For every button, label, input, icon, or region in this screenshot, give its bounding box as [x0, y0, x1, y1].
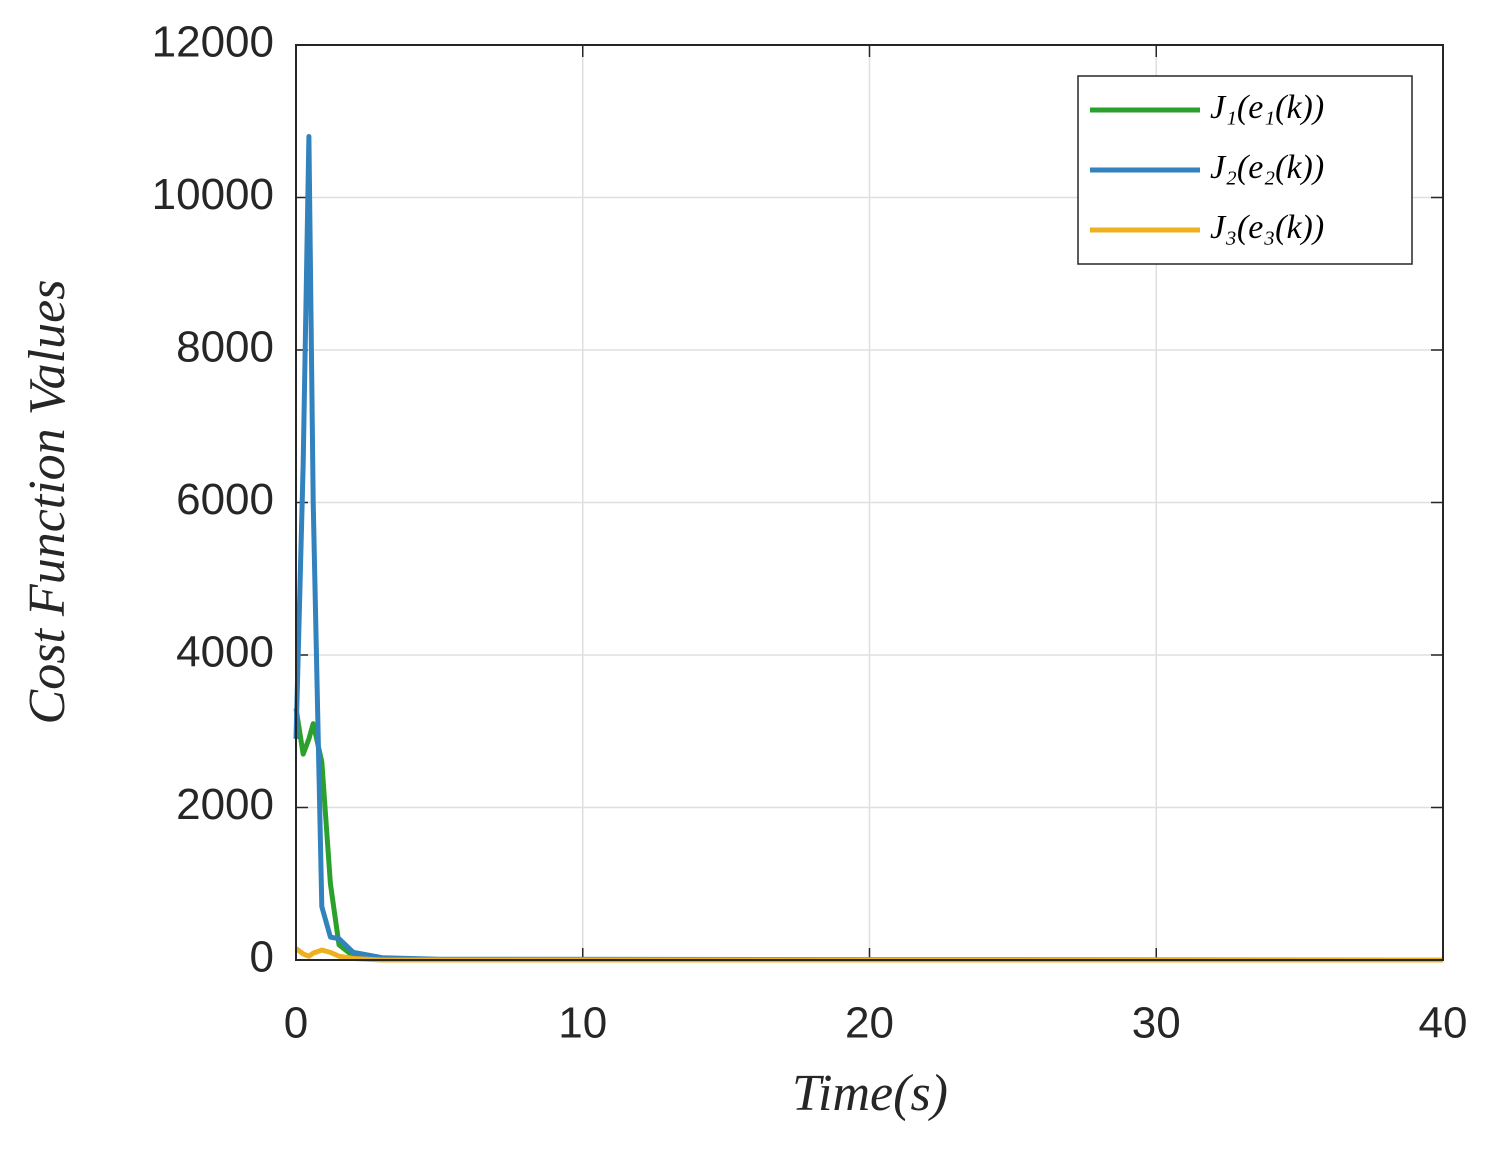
y-axis-label: Cost Function Values — [19, 280, 76, 725]
y-tick-label: 2000 — [176, 780, 274, 829]
x-tick-label: 20 — [845, 999, 894, 1048]
y-tick-label: 4000 — [176, 628, 274, 677]
y-tick-label: 6000 — [176, 475, 274, 524]
x-axis-label: Time(s) — [792, 1065, 948, 1122]
legend-label: J₁(e₁(k)) — [1210, 89, 1324, 126]
x-tick-label: 0 — [284, 999, 308, 1048]
x-tick-label: 30 — [1132, 999, 1181, 1048]
y-tick-label: 0 — [250, 933, 274, 982]
legend-label: J₃(e₃(k)) — [1210, 209, 1324, 246]
y-tick-label: 12000 — [152, 18, 274, 67]
y-tick-label: 8000 — [176, 323, 274, 372]
y-tick-label: 10000 — [152, 170, 274, 219]
legend-label: J₂(e₂(k)) — [1210, 149, 1324, 186]
x-tick-label: 10 — [558, 999, 607, 1048]
x-tick-label: 40 — [1419, 999, 1468, 1048]
axes-box — [295, 44, 1444, 961]
